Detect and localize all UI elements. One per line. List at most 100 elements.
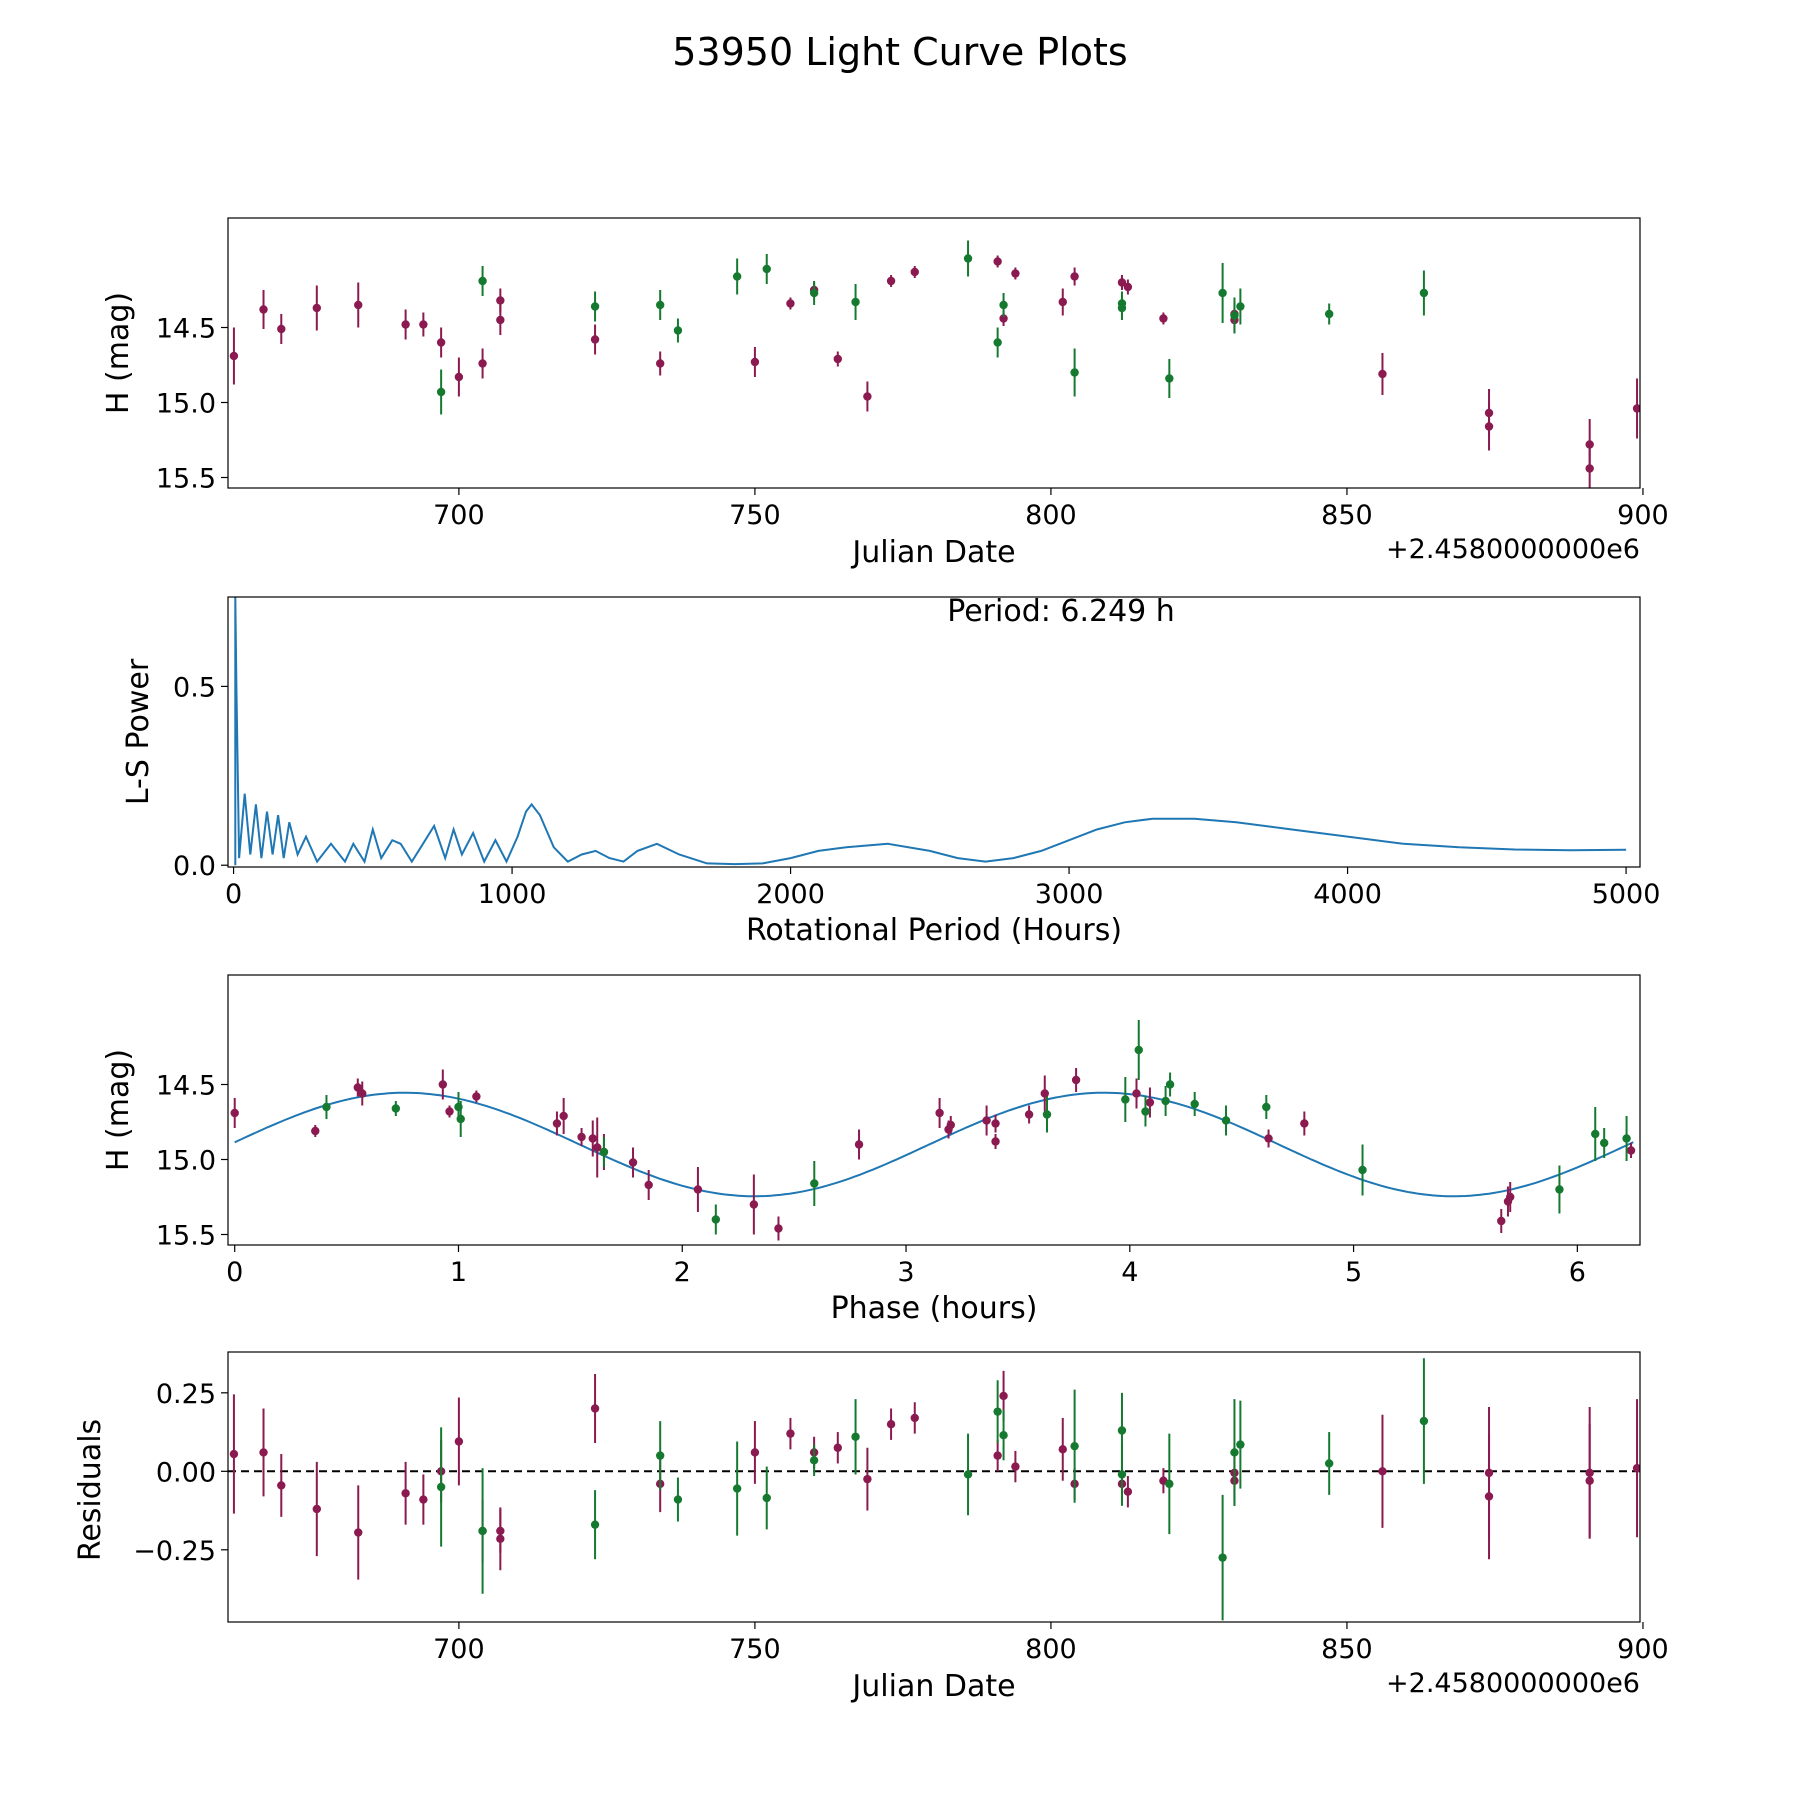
data-point: [1230, 311, 1239, 320]
x-tick-label: 3000: [1035, 879, 1104, 910]
data-point: [1011, 269, 1020, 278]
data-point: [230, 1108, 239, 1118]
data-point: [436, 338, 446, 347]
light-curve-x-label: Julian Date: [850, 535, 1015, 570]
data-point: [1117, 1426, 1127, 1435]
data-point: [1230, 1448, 1239, 1457]
data-point: [496, 315, 505, 325]
light-curve-axes-frame: [227, 217, 1641, 489]
data-point: [478, 359, 487, 368]
data-point: [277, 324, 286, 334]
data-point: [963, 1470, 973, 1479]
y-tick-label: 14.5: [156, 1071, 216, 1102]
model-sine-curve: [234, 1091, 1634, 1198]
data-point: [1165, 374, 1174, 383]
data-point: [552, 1119, 562, 1128]
periodogram-line: [234, 597, 1627, 866]
phased-curve-x-label: Phase (hours): [831, 1291, 1038, 1326]
data-point: [1358, 1165, 1367, 1175]
data-point: [1165, 1479, 1174, 1489]
data-point: [1632, 404, 1640, 413]
data-point: [419, 320, 428, 329]
data-point: [851, 297, 860, 307]
data-point: [1378, 369, 1387, 379]
y-tick-label: 15.5: [156, 1221, 216, 1252]
x-tick-label: 900: [1617, 500, 1669, 531]
period-annotation: Period: 6.249 h: [947, 594, 1175, 629]
data-point: [886, 1420, 896, 1429]
x-tick-label: 700: [433, 500, 485, 531]
data-point: [762, 264, 771, 274]
y-tick-label: 0.0: [173, 851, 216, 882]
data-point: [590, 1520, 600, 1529]
residuals-x-label: Julian Date: [850, 1669, 1015, 1704]
data-point: [391, 1104, 401, 1113]
phased-curve-ticks: 0 1 2 3 4 5 6 14.5 15.0 15.5: [156, 1071, 1586, 1289]
data-point: [786, 299, 795, 308]
data-point: [732, 1484, 742, 1493]
data-point: [863, 392, 872, 401]
x-tick-label: 3: [897, 1257, 914, 1288]
data-point: [991, 1119, 1000, 1128]
data-point: [312, 303, 322, 313]
x-tick-label: 700: [433, 1634, 485, 1665]
phased-curve-panel: 0 1 2 3 4 5 6 14.5 15.0 15.5 Phase (hours) H (mag…: [101, 974, 1641, 1326]
data-point: [1585, 1476, 1594, 1485]
x-tick-label: 4000: [1313, 879, 1382, 910]
data-point: [999, 314, 1008, 323]
data-point: [673, 326, 683, 335]
data-point: [1024, 1110, 1034, 1119]
data-point: [946, 1120, 955, 1130]
data-point: [496, 1534, 505, 1544]
x-tick-label: 800: [1025, 1634, 1077, 1665]
data-point: [673, 1495, 683, 1504]
data-point: [1218, 1553, 1227, 1562]
data-point: [1218, 288, 1227, 298]
data-point: [999, 300, 1008, 310]
data-point: [1141, 1107, 1150, 1116]
data-point: [1599, 1138, 1609, 1148]
light-curve-y-label: H (mag): [101, 292, 136, 414]
data-point: [436, 387, 446, 397]
data-point: [1626, 1146, 1636, 1155]
data-point: [322, 1102, 331, 1112]
data-point: [854, 1140, 864, 1149]
data-point: [655, 359, 665, 368]
x-tick-label: 2: [674, 1257, 691, 1288]
data-point: [1632, 1463, 1640, 1473]
data-point: [863, 1474, 872, 1484]
data-point: [1190, 1099, 1199, 1109]
data-point: [1134, 1045, 1143, 1055]
y-tick-label: 0.5: [173, 672, 216, 703]
y-tick-label: 0.00: [156, 1457, 216, 1488]
residuals-ticks: 700 750 800 850 900 0.25 0.00 −0.25: [133, 1379, 1668, 1665]
x-tick-label: 4: [1121, 1257, 1138, 1288]
periodogram-panel: 0 1000 2000 3000 4000 5000 0.0 0.5 Period: 6.24…: [121, 594, 1660, 948]
data-point: [774, 1224, 783, 1233]
y-tick-label: −0.25: [133, 1536, 216, 1567]
data-point: [1506, 1192, 1515, 1202]
data-point: [358, 1089, 367, 1098]
data-point: [311, 1126, 320, 1136]
light-curve-ticks: 700 750 800 850 900 14.5 15.0 15.5: [156, 314, 1669, 532]
data-point: [590, 302, 600, 311]
data-point: [1058, 297, 1067, 307]
data-point: [259, 305, 268, 314]
data-point: [655, 1451, 665, 1460]
data-point: [711, 1215, 721, 1224]
data-point: [1145, 1098, 1155, 1107]
data-point: [259, 1448, 268, 1457]
data-point: [809, 288, 819, 298]
data-point: [1236, 1440, 1245, 1449]
data-point: [454, 372, 464, 382]
x-tick-label: 5: [1345, 1257, 1362, 1288]
data-point: [1159, 314, 1168, 323]
data-point: [1555, 1185, 1564, 1194]
x-tick-label: 800: [1025, 500, 1077, 531]
data-point: [1262, 1102, 1271, 1112]
data-point: [963, 254, 973, 263]
data-point: [593, 1143, 602, 1152]
x-tick-label: 6: [1569, 1257, 1586, 1288]
data-point: [1058, 1445, 1067, 1454]
data-point: [991, 1137, 1000, 1146]
